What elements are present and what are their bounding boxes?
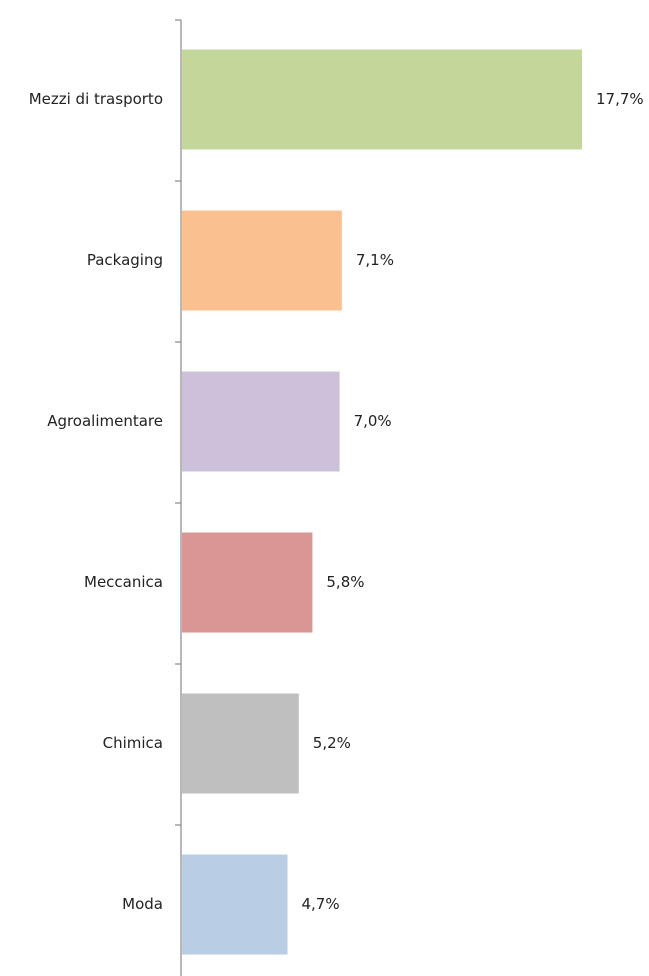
category-label: Packaging [87,251,163,269]
value-label: 17,7% [596,90,644,108]
value-label: 7,0% [354,412,392,430]
bar [182,532,313,633]
value-label: 7,1% [356,251,394,269]
value-label: 5,2% [313,734,351,752]
category-label: Moda [122,895,163,913]
bar [182,49,582,150]
category-label: Agroalimentare [47,412,163,430]
value-label: 5,8% [326,573,364,591]
category-label: Meccanica [84,573,163,591]
bar [182,210,342,311]
bar [182,371,340,472]
value-label: 4,7% [301,895,339,913]
bar [182,854,288,955]
category-label: Chimica [103,734,163,752]
bar [182,693,299,794]
category-label: Mezzi di trasporto [29,90,163,108]
